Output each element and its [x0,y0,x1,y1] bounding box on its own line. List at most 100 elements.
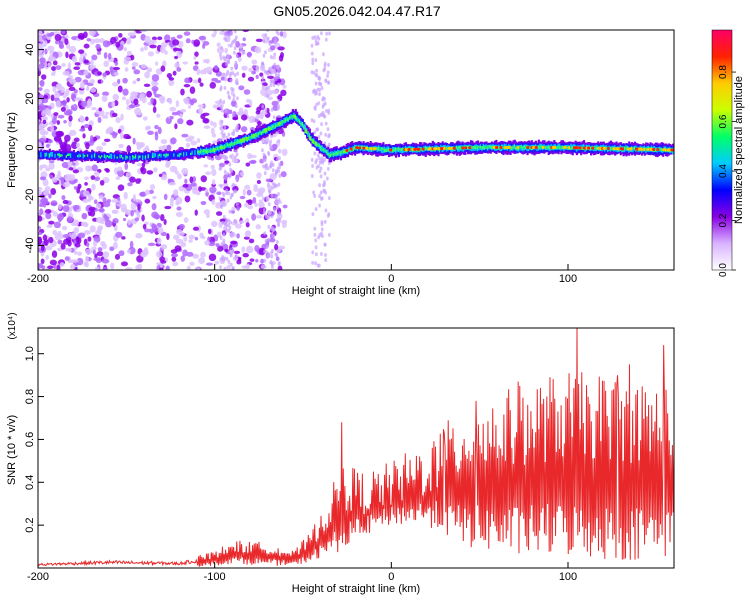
spectrogram-cell [219,126,223,131]
spectrogram-cell [287,118,290,121]
spectrogram-cell [318,169,322,174]
spectrogram-cell [267,209,272,215]
spectrogram-cell [251,65,257,69]
spectrogram-cell [210,127,215,135]
spectrogram-cell [135,232,143,239]
spectrogram-cell [314,81,318,86]
spectrogram-cell [112,218,119,224]
spectrogram-cell [144,198,151,204]
spectrogram-cell [314,245,318,250]
spectrogram-cell [73,227,80,234]
spectrogram-cell [146,153,149,159]
spectrogram-cell [140,251,148,258]
spectrogram-cell [397,147,400,151]
spectrogram-cell [60,86,65,94]
spectrogram-cell [38,189,42,196]
spectrogram-cell [352,147,355,152]
spectrogram-cell [272,105,279,111]
spectrogram-cell [96,153,99,160]
spectrogram-cell [264,86,268,91]
spectrogram-cell [288,116,292,120]
spectrogram-cell [400,148,403,151]
spectrogram-cell [211,168,217,177]
spectrogram-cell [51,176,58,183]
spectrogram-cell [158,173,163,178]
spectrogram-cell [242,188,246,196]
spectrogram-cell [65,155,68,158]
spectrogram-cell [219,98,222,103]
spectrogram-cell [556,146,559,150]
spectrogram-cell [277,223,280,228]
spectrogram-cell [342,149,345,153]
spectrogram-cell [81,212,88,220]
spectrogram-cell [176,206,182,211]
spectrogram-cell [274,200,278,205]
spectrogram-cell [217,245,224,252]
spectrogram-cell [267,96,273,101]
snr-panel: -200 -100 0 100 0.2 0.4 0.6 0.8 1.0 Height of s… [6,312,675,595]
spectrogram-cell [486,146,490,150]
spectrogram-cell [581,147,584,151]
spectrogram-cell [111,209,117,214]
spectrogram-cell [135,178,141,184]
spectrogram-cell [231,265,235,270]
spectrogram-cell [485,145,488,149]
spectrogram-cell [265,178,272,183]
spectrogram-cell [120,153,123,162]
spectrogram-cell [383,148,386,153]
spectrogram-cell [314,58,318,63]
spectrogram-cell [68,86,76,91]
spectrogram-cell [156,36,163,41]
spectrogram-cell [110,262,115,270]
spectrogram-cell [323,219,327,224]
spectrogram-cell [65,51,69,59]
spectrogram-cell [147,155,150,158]
spectrogram-cell [192,253,200,259]
spectrogram-cell [160,65,166,72]
spectrogram-cell [277,73,281,78]
spectrogram-cell [565,146,569,149]
spectrogram-cell [595,147,598,151]
spectrogram-cell [154,153,157,161]
spectrogram-cell [197,104,205,108]
spectrogram-cell [38,231,43,236]
spectrogram-cell [93,38,101,44]
spectrogram-cell [67,75,74,79]
spectrogram-cell [85,154,88,161]
spectrogram-cell [179,113,183,118]
spectrogram-cell [218,196,222,201]
spectrogram-cell [69,129,77,137]
spectrogram-cell [326,166,330,171]
spectrogram-cell [276,205,279,210]
spectrogram-cell [77,251,83,256]
spectrogram-cell [219,235,223,240]
spectrogram-cell [310,51,314,56]
spectrogram-cell [361,145,364,150]
spectrogram-cell [348,148,351,152]
spectrogram-cell [284,118,287,123]
spectrogram-cell [310,157,314,162]
spectrogram-cell [131,66,136,70]
spectrogram-cell [229,220,232,225]
spectrogram-cell [274,74,278,79]
spectrogram-cell [182,249,188,257]
spectrogram-cell [226,143,229,147]
spectrogram-cell [72,205,80,210]
spectrogram-cell [205,58,210,64]
spectrogram-cell [186,119,194,126]
spectrogram-cell [80,222,85,226]
spectrogram-cell [223,32,227,37]
spectrogram-cell [245,245,254,254]
spectrogram-cell [325,31,329,36]
spectrogram-cell [233,250,241,255]
spectrogram-cell [323,182,326,187]
spectrogram-cell [479,145,482,149]
spectrogram-cell [226,90,230,95]
spectrogram-cell [274,71,278,76]
spectrogram-cell [312,89,315,94]
spectrogram-cell [197,77,202,84]
spectrogram-cell [280,89,287,97]
spectrogram-cell [260,258,265,264]
spectrogram-cell [181,133,189,138]
spectrogram-cell [154,214,160,220]
